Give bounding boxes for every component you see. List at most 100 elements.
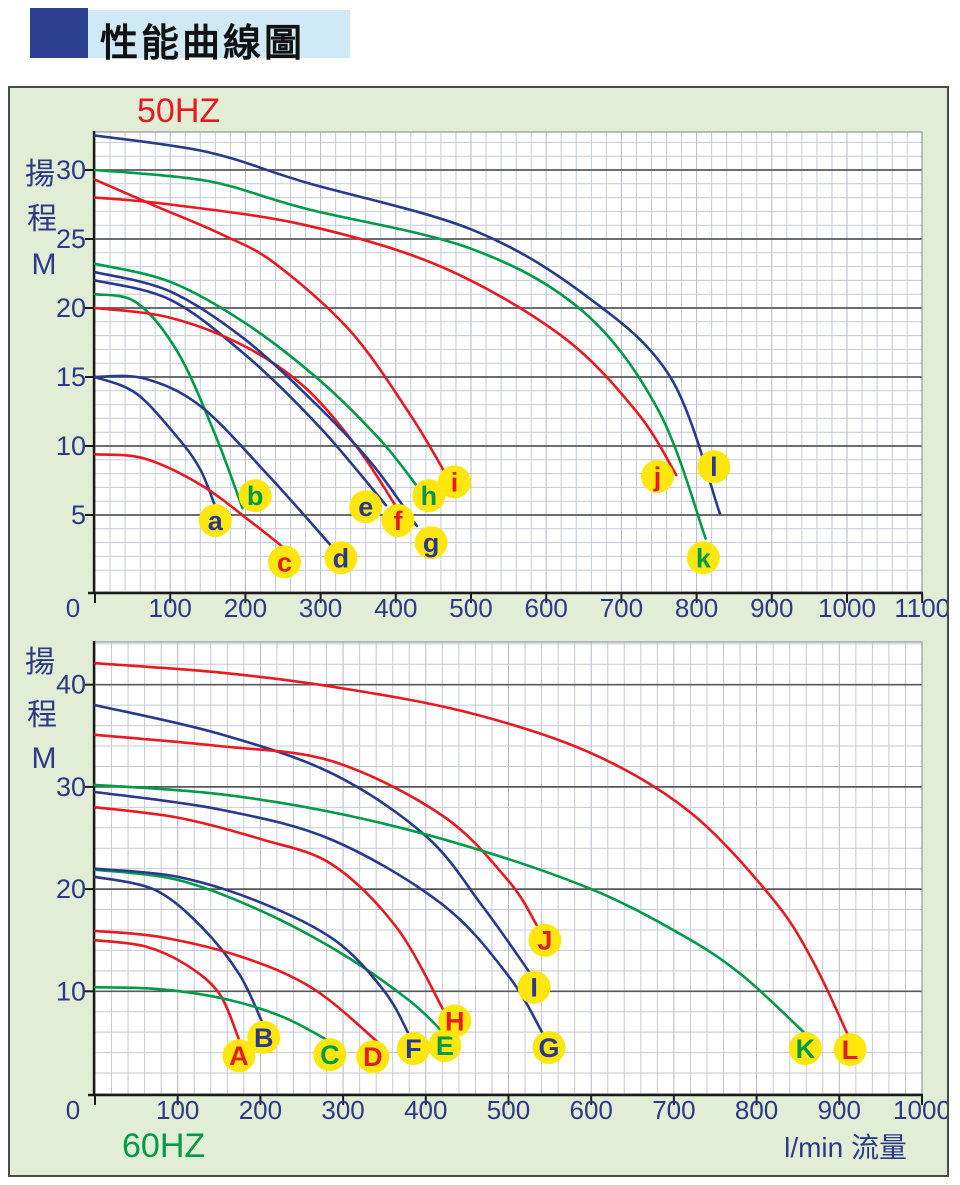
curve-D [93, 929, 382, 1046]
curve-label-badge-h [412, 479, 446, 513]
curve-C [93, 985, 337, 1046]
curve-label-K: K [796, 1034, 816, 1064]
page-title: 性能曲線圖 [100, 23, 306, 65]
curve-g [93, 270, 419, 528]
curve-label-A: A [229, 1041, 249, 1071]
curve-label-badge-D [356, 1040, 390, 1074]
curve-label-badge-i [437, 465, 471, 499]
x-tick-label: 100 [156, 1095, 199, 1125]
curve-K [93, 783, 805, 1034]
curve-label-i: i [451, 467, 459, 497]
curve-A [93, 938, 241, 1041]
curve-e [93, 279, 388, 507]
x-tick-label: 100 [149, 593, 192, 623]
curve-label-badge-l [697, 450, 731, 484]
curve-label-badge-C [313, 1038, 347, 1072]
y-tick-label: 30 [56, 772, 86, 802]
curve-label-badge-j [640, 459, 674, 493]
x-tick-label: 800 [735, 1095, 778, 1125]
curve-label-badge-a [198, 504, 232, 538]
y-tick-label: 30 [56, 155, 86, 185]
curve-label-badge-f [381, 504, 415, 538]
curve-label-a: a [208, 506, 224, 536]
curve-label-D: D [363, 1042, 383, 1072]
x-tick-label: 800 [675, 593, 718, 623]
curve-b [93, 292, 244, 510]
x-tick-label: 0 [66, 593, 80, 623]
curve-label-B: B [254, 1023, 274, 1053]
curve-label-badge-B [247, 1020, 281, 1054]
y-axis-name-char: 揚 [25, 646, 55, 679]
curve-label-l: l [710, 452, 718, 482]
y-tick-label: 10 [56, 976, 86, 1006]
curve-label-F: F [405, 1034, 422, 1064]
x-tick-label: 900 [818, 1095, 861, 1125]
curve-E [93, 868, 446, 1035]
curve-k [93, 168, 707, 540]
x-tick-label: 200 [239, 1095, 282, 1125]
x-tick-label: 400 [404, 1095, 447, 1125]
y-tick-label: 20 [56, 293, 86, 323]
chart-title: 60HZ [122, 1127, 205, 1165]
x-tick-label: 400 [374, 593, 417, 623]
chart-title: 50HZ [137, 92, 220, 130]
curve-label-badge-d [324, 541, 358, 575]
curve-label-badge-K [788, 1032, 822, 1066]
curve-h [93, 262, 419, 488]
x-tick-label: 1000 [818, 593, 876, 623]
x-tick-label: 0 [66, 1095, 80, 1125]
x-tick-label: 500 [449, 593, 492, 623]
curve-H [93, 806, 447, 1015]
x-tick-label: 1000 [893, 1095, 947, 1125]
x-tick-label: 300 [321, 1095, 364, 1125]
title-accent-square [30, 8, 88, 58]
curve-label-c: c [277, 547, 292, 577]
curve-label-badge-F [396, 1032, 430, 1066]
curve-label-E: E [436, 1031, 454, 1061]
curve-label-badge-H [438, 1004, 472, 1038]
curve-label-badge-b [238, 479, 272, 513]
y-tick-label: 10 [56, 431, 86, 461]
y-axis-name-char: 程 [27, 699, 57, 732]
curve-a [93, 375, 217, 508]
curve-label-badge-c [268, 545, 302, 579]
curve-J [93, 733, 538, 927]
charts-canvas: 0 100 200 300 400 500 600 700 800 900 1000 11005101… [25, 92, 947, 1165]
curve-label-badge-k [686, 541, 720, 575]
y-axis-name-char: M [32, 248, 57, 281]
curve-label-I: I [530, 973, 538, 1003]
curve-i [93, 178, 446, 474]
curve-label-C: C [320, 1040, 340, 1070]
curve-F [93, 867, 411, 1037]
y-tick-label: 40 [56, 670, 86, 700]
curve-d [93, 374, 337, 553]
curve-label-L: L [842, 1035, 859, 1065]
y-axis-name-char: 揚 [25, 158, 55, 191]
curve-label-badge-G [532, 1031, 566, 1065]
y-tick-label: 5 [71, 500, 86, 530]
x-tick-label: 500 [487, 1095, 530, 1125]
curve-label-badge-L [833, 1033, 867, 1067]
curve-label-e: e [358, 492, 373, 522]
performance-curve-panel: 0 100 200 300 400 500 600 700 800 900 1000 1100 5 10 1… [8, 86, 949, 1177]
curve-label-g: g [423, 528, 440, 558]
x-tick-label: 300 [299, 593, 342, 623]
curve-label-b: b [247, 481, 264, 511]
y-axis-name-char: M [32, 742, 57, 775]
curve-label-badge-A [222, 1039, 256, 1073]
y-tick-label: 20 [56, 874, 86, 904]
x-axis-unit-label: l/min 流量 [784, 1132, 907, 1163]
curve-label-badge-g [414, 526, 448, 560]
curve-G [93, 790, 545, 1036]
chart-60HZ: 0 100 200 300 400 500 600 700 800 900 1000 10 20 30 40… [25, 641, 947, 1165]
curve-label-badge-e [349, 490, 383, 524]
curve-j [93, 196, 678, 477]
title-strip [88, 10, 350, 58]
curve-label-badge-J [528, 923, 562, 957]
curve-label-badge-I [517, 970, 551, 1004]
curve-I [93, 703, 531, 974]
chart-50HZ: 0 100 200 300 400 500 600 700 800 900 1000 1100 5 10 1… [25, 92, 947, 623]
curve-label-d: d [333, 543, 350, 573]
curve-label-J: J [537, 926, 552, 956]
